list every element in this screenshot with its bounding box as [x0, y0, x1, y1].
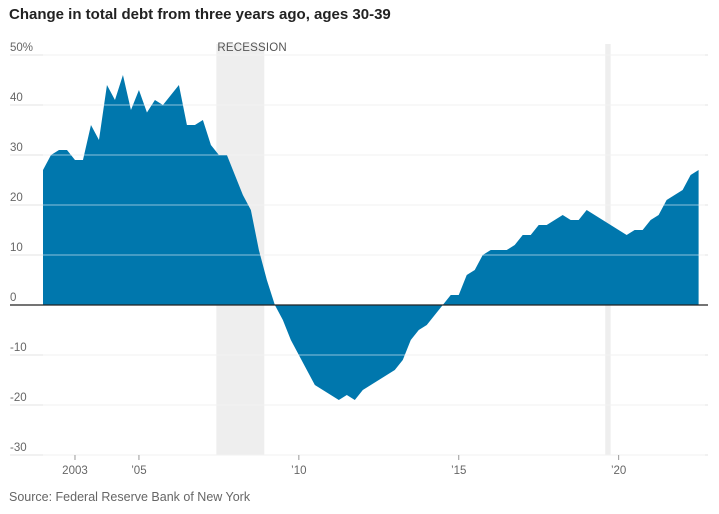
y-tick-label: 20	[10, 192, 23, 204]
area-series-layer	[43, 54, 705, 456]
y-tick-label: -30	[10, 442, 27, 454]
y-tick-label: 40	[10, 92, 23, 104]
y-tick-label: 10	[10, 242, 23, 254]
y-axis-ticks: 50% 40 30 20 10 0 -10 -20 -30	[10, 42, 33, 454]
debt-change-area	[43, 75, 699, 400]
x-axis-ticks: 2003 ’05 ’10 ’15 ’20	[62, 455, 626, 477]
x-tick-label: 2003	[62, 465, 88, 477]
recession-labels: RECESSION	[217, 42, 287, 54]
chart-title: Change in total debt from three years ag…	[9, 6, 391, 23]
source-note: Source: Federal Reserve Bank of New York	[9, 490, 251, 504]
y-tick-label: -20	[10, 392, 27, 404]
x-tick-label: ’10	[291, 465, 306, 477]
y-tick-label: 50%	[10, 42, 33, 54]
x-tick-label: ’05	[131, 465, 146, 477]
x-tick-label: ’20	[611, 465, 626, 477]
recession-label: RECESSION	[217, 42, 287, 54]
y-tick-label: -10	[10, 342, 27, 354]
x-tick-label: ’15	[451, 465, 466, 477]
y-tick-label: 0	[10, 292, 16, 304]
y-tick-label: 30	[10, 142, 23, 154]
